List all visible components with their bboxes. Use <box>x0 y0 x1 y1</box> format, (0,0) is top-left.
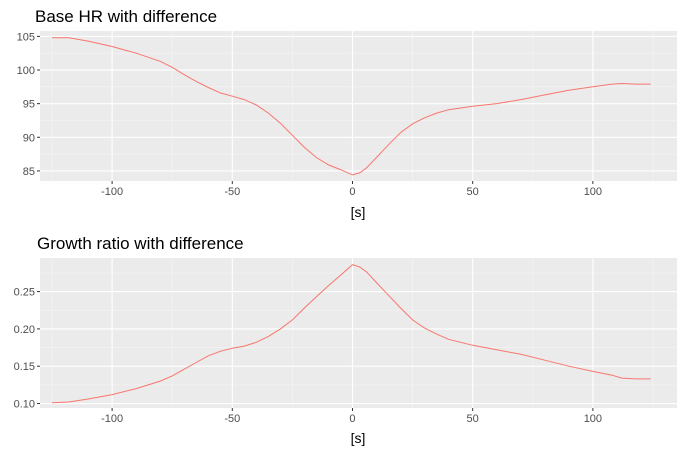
x-tick-label: -100 <box>101 186 123 198</box>
x-tick-label: 100 <box>584 413 602 425</box>
chart-base-hr-svg: Base HR with difference -100 -50 0 50 100 85… <box>17 7 677 220</box>
y-tick-labels: 85 90 95 100 105 <box>17 31 35 178</box>
chart-growth-ratio: Growth ratio with difference -100 -50 0 50 1… <box>0 227 692 454</box>
y-tick-label: 90 <box>23 132 35 144</box>
plot-panel <box>40 258 677 408</box>
y-tick-label: 85 <box>23 166 35 178</box>
series-line <box>51 264 651 404</box>
minor-grid <box>40 31 677 181</box>
major-grid <box>40 31 677 181</box>
major-grid <box>40 258 677 408</box>
y-tick-label: 100 <box>17 65 35 77</box>
axis-ticks <box>37 291 594 411</box>
chart-growth-ratio-svg: Growth ratio with difference -100 -50 0 50 1… <box>14 234 677 446</box>
y-tick-label: 0.25 <box>14 287 35 299</box>
x-axis-title: [s] <box>351 430 366 446</box>
chart-title: Base HR with difference <box>35 7 217 26</box>
minor-grid <box>40 258 677 408</box>
x-axis-title: [s] <box>351 204 366 220</box>
x-tick-label: -50 <box>224 413 240 425</box>
x-tick-label: -50 <box>224 186 240 198</box>
plot-panel <box>40 31 677 181</box>
chart-title: Growth ratio with difference <box>37 234 244 253</box>
x-tick-label: 0 <box>349 413 355 425</box>
x-tick-label: 50 <box>467 413 479 425</box>
x-tick-label: 100 <box>584 186 602 198</box>
y-tick-label: 0.20 <box>14 324 35 336</box>
x-tick-label: -100 <box>101 413 123 425</box>
y-tick-label: 95 <box>23 99 35 111</box>
x-tick-label: 50 <box>467 186 479 198</box>
y-tick-labels: 0.10 0.15 0.20 0.25 <box>14 287 35 411</box>
y-tick-label: 0.15 <box>14 361 35 373</box>
chart-base-hr: Base HR with difference -100 -50 0 50 100 85… <box>17 7 677 220</box>
x-tick-label: 0 <box>349 186 355 198</box>
x-tick-labels: -100 -50 0 50 100 <box>101 186 602 198</box>
x-tick-labels: -100 -50 0 50 100 <box>101 413 602 425</box>
axis-ticks <box>37 35 594 184</box>
y-tick-label: 0.10 <box>14 399 35 411</box>
y-tick-label: 105 <box>17 31 35 43</box>
series-line <box>52 37 651 176</box>
